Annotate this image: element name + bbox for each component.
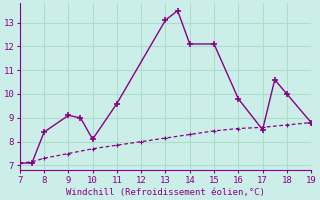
X-axis label: Windchill (Refroidissement éolien,°C): Windchill (Refroidissement éolien,°C) [66, 188, 265, 197]
